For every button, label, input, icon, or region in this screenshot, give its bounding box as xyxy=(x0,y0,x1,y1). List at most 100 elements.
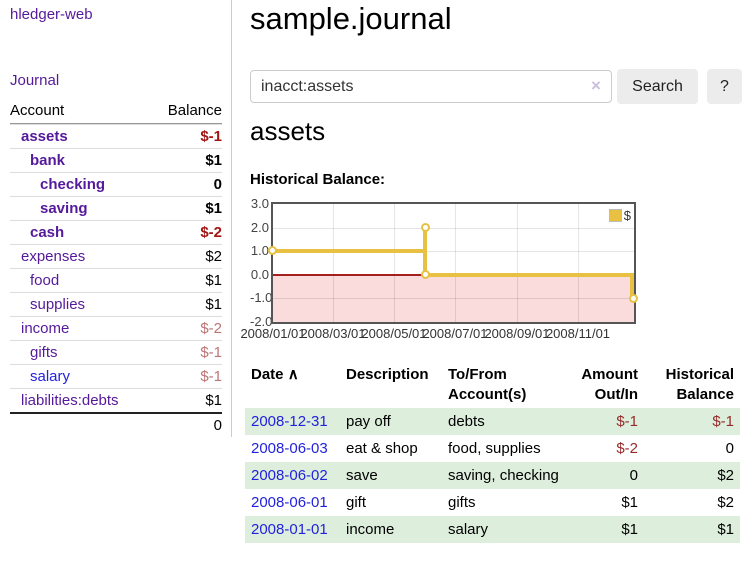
account-link-liabilities-debts[interactable]: liabilities:debts xyxy=(21,392,119,409)
gridline xyxy=(273,298,634,299)
y-tick-label: -2.0 xyxy=(250,314,273,329)
account-balance: 0 xyxy=(213,176,222,193)
gridline xyxy=(333,204,334,322)
negative-region xyxy=(273,275,634,322)
transaction-description: save xyxy=(346,467,378,484)
register-row: 2008-06-01 gift gifts $1 $2 xyxy=(245,489,740,516)
x-tick-label: 2008/09/01 xyxy=(484,326,550,341)
account-row: food $1 xyxy=(10,268,222,292)
transaction-description: eat & shop xyxy=(346,440,418,457)
y-tick-label: 2.0 xyxy=(250,220,269,235)
accounts-total-value: 0 xyxy=(213,417,222,434)
account-row: saving $1 xyxy=(10,196,222,220)
register-table: Date ∧ Description To/From Account(s) Am… xyxy=(245,362,740,543)
account-page-title: assets xyxy=(250,116,326,146)
account-balance: $-1 xyxy=(200,368,222,385)
balance-column-header: Historical Balance xyxy=(665,366,734,403)
transaction-date-link[interactable]: 2008-12-31 xyxy=(251,413,328,430)
sidebar-item-journal[interactable]: Journal xyxy=(10,72,60,89)
search-button[interactable]: Search xyxy=(617,69,698,104)
account-balance: $-1 xyxy=(200,344,222,361)
gridline xyxy=(455,204,456,322)
transaction-balance: 0 xyxy=(725,440,734,457)
transaction-date-link[interactable]: 2008-06-02 xyxy=(251,467,328,484)
chart-legend: $ xyxy=(608,208,631,223)
y-tick-label: 0.0 xyxy=(250,267,269,282)
transaction-date-link[interactable]: 2008-01-01 xyxy=(251,521,328,538)
gridline xyxy=(273,251,634,252)
legend-swatch xyxy=(608,209,622,222)
gridline xyxy=(273,228,634,229)
data-point xyxy=(268,246,277,255)
transaction-accounts: salary xyxy=(448,521,489,538)
accounts-table: Account Balance assets $-1 bank $1 checkin… xyxy=(10,100,222,437)
balance-column-header: Balance xyxy=(167,102,222,119)
transaction-balance: $2 xyxy=(717,494,734,511)
account-link-cash[interactable]: cash xyxy=(30,224,65,241)
account-link-income[interactable]: income xyxy=(21,320,70,337)
account-link-assets[interactable]: assets xyxy=(21,128,68,145)
account-balance: $-2 xyxy=(200,320,222,337)
description-column-header: Description xyxy=(346,366,429,383)
account-link-saving[interactable]: saving xyxy=(40,200,88,217)
x-tick-label: 2008/11/01 xyxy=(545,326,611,341)
account-balance: $1 xyxy=(205,296,222,313)
date-column-header[interactable]: Date ∧ xyxy=(245,362,340,408)
gridline xyxy=(578,204,579,322)
amount-column-header: Amount Out/In xyxy=(581,366,638,403)
account-row: gifts $-1 xyxy=(10,340,222,364)
account-link-gifts[interactable]: gifts xyxy=(30,344,58,361)
transaction-description: pay off xyxy=(346,413,391,430)
account-balance: $1 xyxy=(205,200,222,217)
account-link-salary[interactable]: salary xyxy=(30,368,71,385)
account-balance: $-1 xyxy=(200,128,222,145)
line-segment xyxy=(423,228,427,277)
transaction-description: income xyxy=(346,521,395,538)
account-link-expenses[interactable]: expenses xyxy=(21,248,86,265)
register-header-row: Date ∧ Description To/From Account(s) Am… xyxy=(245,362,740,408)
gridline xyxy=(517,204,518,322)
transaction-date-link[interactable]: 2008-06-03 xyxy=(251,440,328,457)
search-input[interactable] xyxy=(250,70,612,103)
account-row: liabilities:debts $1 xyxy=(10,388,222,412)
sort-asc-icon: ∧ xyxy=(287,366,299,383)
account-balance: $1 xyxy=(205,152,222,169)
transaction-date-link[interactable]: 2008-06-01 xyxy=(251,494,328,511)
app-title-link[interactable]: hledger-web xyxy=(10,6,93,23)
account-row: salary $-1 xyxy=(10,364,222,388)
transaction-accounts: gifts xyxy=(448,494,476,511)
x-tick-label: 2008/01/01 xyxy=(240,326,306,341)
data-point xyxy=(629,294,638,303)
accounts-table-header: Account Balance xyxy=(10,100,222,124)
clear-search-icon[interactable]: × xyxy=(591,76,601,95)
x-tick-label: 2008/03/01 xyxy=(300,326,366,341)
account-row: expenses $2 xyxy=(10,244,222,268)
account-link-checking[interactable]: checking xyxy=(40,176,106,193)
gridline xyxy=(394,204,395,322)
transaction-accounts: debts xyxy=(448,413,485,430)
chart-title: Historical Balance: xyxy=(250,171,386,188)
account-row: bank $1 xyxy=(10,148,222,172)
transaction-amount: $-2 xyxy=(616,440,638,457)
accounts-total-row: 0 xyxy=(10,412,222,437)
account-link-food[interactable]: food xyxy=(30,272,60,289)
line-segment xyxy=(273,249,426,253)
data-point xyxy=(421,270,430,279)
register-row: 2008-06-02 save saving, checking 0 $2 xyxy=(245,462,740,489)
account-link-bank[interactable]: bank xyxy=(30,152,66,169)
line-segment xyxy=(425,273,634,277)
transaction-balance: $1 xyxy=(717,521,734,538)
date-header-label: Date xyxy=(251,366,284,383)
transaction-amount: $1 xyxy=(621,521,638,538)
line-segment xyxy=(630,275,634,299)
account-balance: $1 xyxy=(205,272,222,289)
y-tick-label: 3.0 xyxy=(250,196,269,211)
account-balance: $-2 xyxy=(200,224,222,241)
account-link-supplies[interactable]: supplies xyxy=(30,296,86,313)
transaction-balance: $-1 xyxy=(712,413,734,430)
account-row: income $-2 xyxy=(10,316,222,340)
help-button[interactable]: ? xyxy=(707,69,742,104)
transaction-description: gift xyxy=(346,494,367,511)
account-row: cash $-2 xyxy=(10,220,222,244)
y-tick-label: 1.0 xyxy=(250,243,269,258)
